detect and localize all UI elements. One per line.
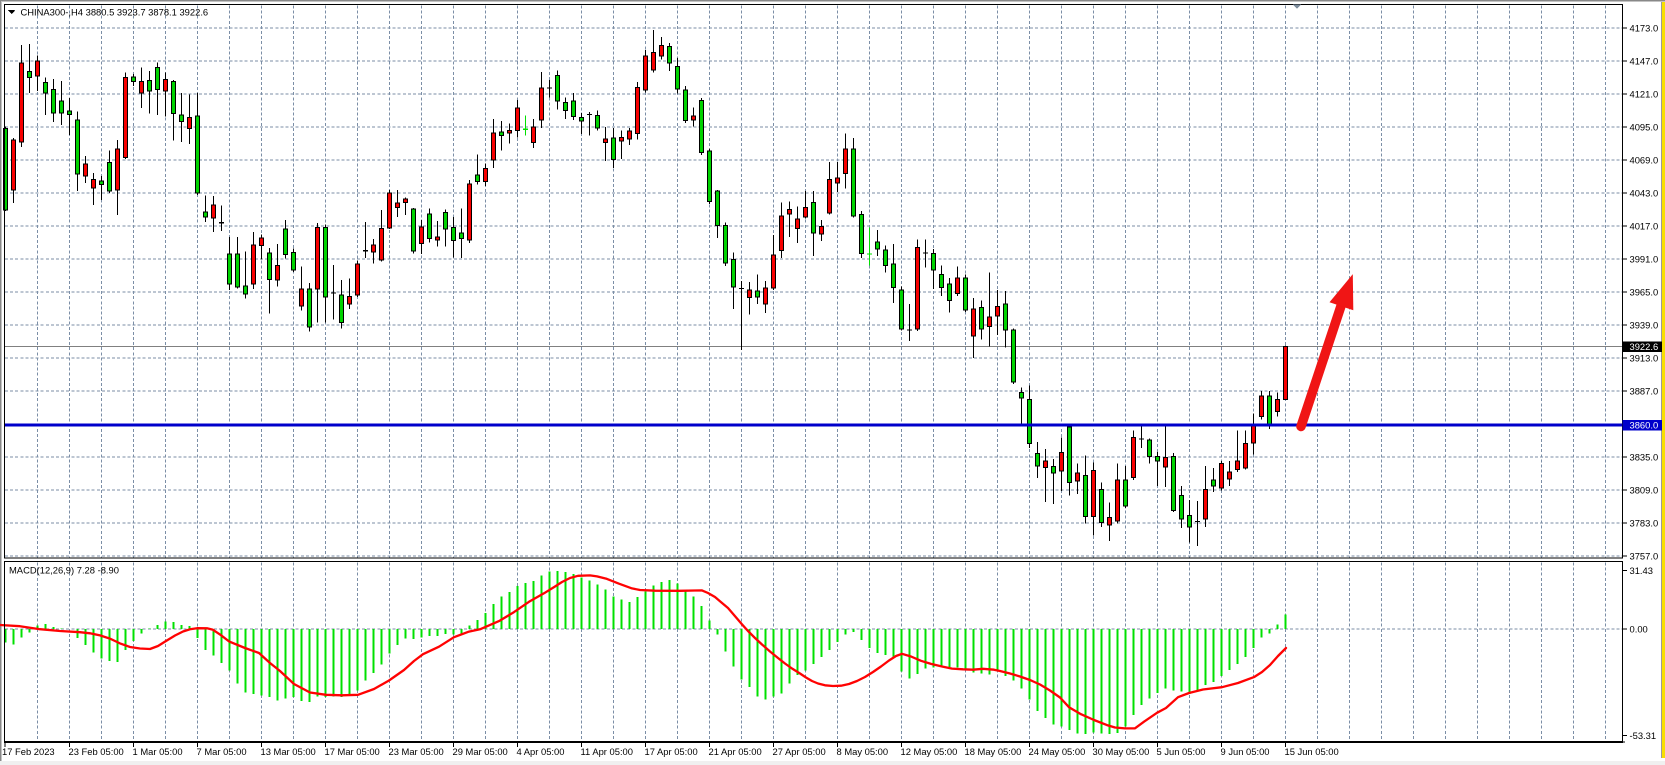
svg-text:23 Mar 05:00: 23 Mar 05:00 [389, 746, 444, 757]
svg-text:3887.0: 3887.0 [1630, 386, 1659, 397]
svg-text:0.00: 0.00 [1630, 624, 1648, 635]
svg-text:4069.0: 4069.0 [1630, 155, 1659, 166]
svg-text:MACD(12,26,9) 7.28 -8.90: MACD(12,26,9) 7.28 -8.90 [9, 565, 119, 576]
svg-text:4095.0: 4095.0 [1630, 122, 1659, 133]
svg-text:18 May 05:00: 18 May 05:00 [965, 746, 1022, 757]
svg-text:17 Apr 05:00: 17 Apr 05:00 [645, 746, 698, 757]
svg-text:29 Mar 05:00: 29 Mar 05:00 [453, 746, 508, 757]
svg-text:17 Feb 2023: 17 Feb 2023 [2, 746, 55, 757]
svg-text:30 May 05:00: 30 May 05:00 [1093, 746, 1150, 757]
svg-text:27 Apr 05:00: 27 Apr 05:00 [773, 746, 826, 757]
svg-text:15 Jun 05:00: 15 Jun 05:00 [1285, 746, 1339, 757]
svg-text:9 Jun 05:00: 9 Jun 05:00 [1221, 746, 1270, 757]
svg-text:31.43: 31.43 [1630, 565, 1653, 576]
svg-text:13 Mar 05:00: 13 Mar 05:00 [261, 746, 316, 757]
svg-text:3783.0: 3783.0 [1630, 518, 1659, 529]
svg-text:21 Apr 05:00: 21 Apr 05:00 [709, 746, 762, 757]
svg-text:-53.31: -53.31 [1630, 730, 1657, 741]
svg-text:4017.0: 4017.0 [1630, 221, 1659, 232]
svg-text:24 May 05:00: 24 May 05:00 [1029, 746, 1086, 757]
svg-text:1 Mar 05:00: 1 Mar 05:00 [133, 746, 183, 757]
svg-text:5 Jun 05:00: 5 Jun 05:00 [1157, 746, 1206, 757]
svg-text:23 Feb 05:00: 23 Feb 05:00 [69, 746, 124, 757]
svg-text:3939.0: 3939.0 [1630, 320, 1659, 331]
svg-text:12 May 05:00: 12 May 05:00 [901, 746, 958, 757]
svg-text:11 Apr 05:00: 11 Apr 05:00 [581, 746, 633, 757]
svg-text:4173.0: 4173.0 [1630, 23, 1659, 34]
svg-text:3922.6: 3922.6 [1630, 341, 1659, 352]
svg-text:4043.0: 4043.0 [1630, 188, 1659, 199]
svg-text:3809.0: 3809.0 [1630, 485, 1659, 496]
svg-text:4 Apr 05:00: 4 Apr 05:00 [517, 746, 565, 757]
svg-text:3965.0: 3965.0 [1630, 287, 1659, 298]
svg-text:7 Mar 05:00: 7 Mar 05:00 [197, 746, 247, 757]
svg-text:3835.0: 3835.0 [1630, 452, 1659, 463]
svg-text:CHINA300-,H4 3880.5 3923.7 38: CHINA300-,H4 3880.5 3923.7 3878.1 3922.6 [21, 7, 209, 18]
svg-text:3860.0: 3860.0 [1630, 420, 1659, 431]
svg-text:3991.0: 3991.0 [1630, 254, 1659, 265]
svg-text:3757.0: 3757.0 [1630, 551, 1659, 562]
svg-text:4147.0: 4147.0 [1630, 56, 1659, 67]
svg-text:4121.0: 4121.0 [1630, 89, 1659, 100]
svg-text:17 Mar 05:00: 17 Mar 05:00 [325, 746, 380, 757]
svg-text:3913.0: 3913.0 [1630, 353, 1659, 364]
svg-text:8 May 05:00: 8 May 05:00 [837, 746, 889, 757]
